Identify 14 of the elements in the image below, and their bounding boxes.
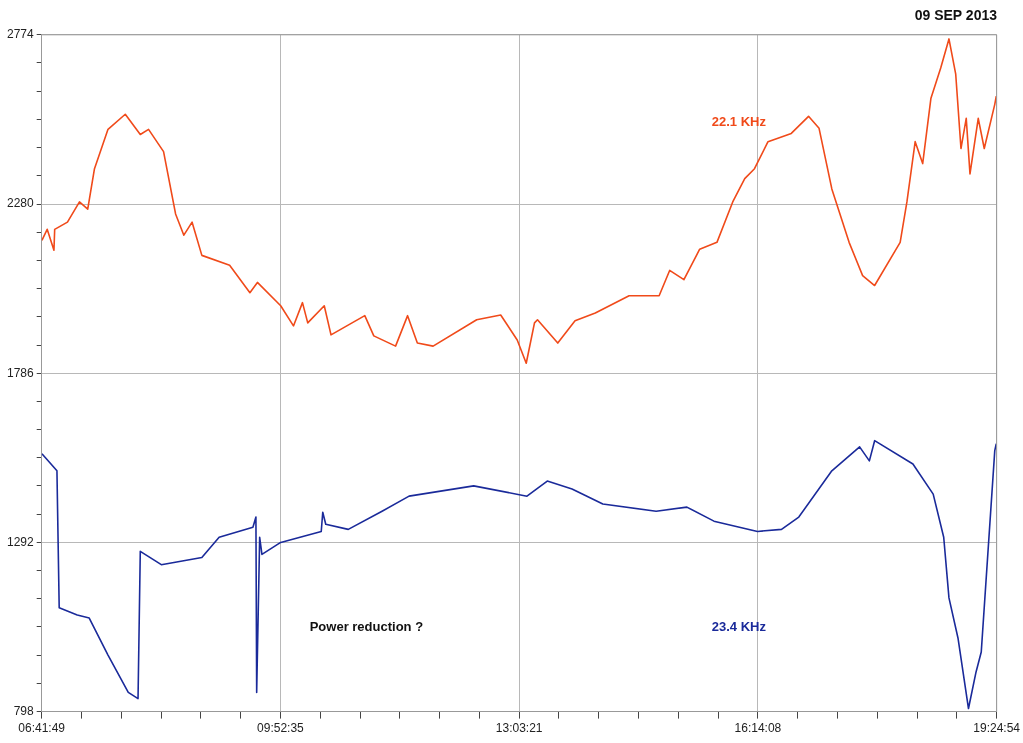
x-tick-label: 06:41:49 [18,721,66,736]
y-tick-label: 798 [13,703,35,718]
text: 23.4 KHz [711,618,767,634]
y-tick-label: 2280 [6,196,35,211]
series-label: 22.1 KHz [711,114,767,130]
y-tick-label: 2774 [6,27,35,42]
y-tick-label: 1292 [6,534,35,549]
x-tick-label: 09:52:35 [257,721,305,736]
chart-title: 09 SEP 2013 [914,7,998,24]
x-tick-label: 13:03:21 [495,721,543,736]
y-tick-label: 1786 [6,365,35,380]
annotation: Power reduction ? [309,618,424,634]
x-tick-label: 16:14:08 [734,721,782,736]
x-tick-label: 19:24:54 [973,721,1021,736]
